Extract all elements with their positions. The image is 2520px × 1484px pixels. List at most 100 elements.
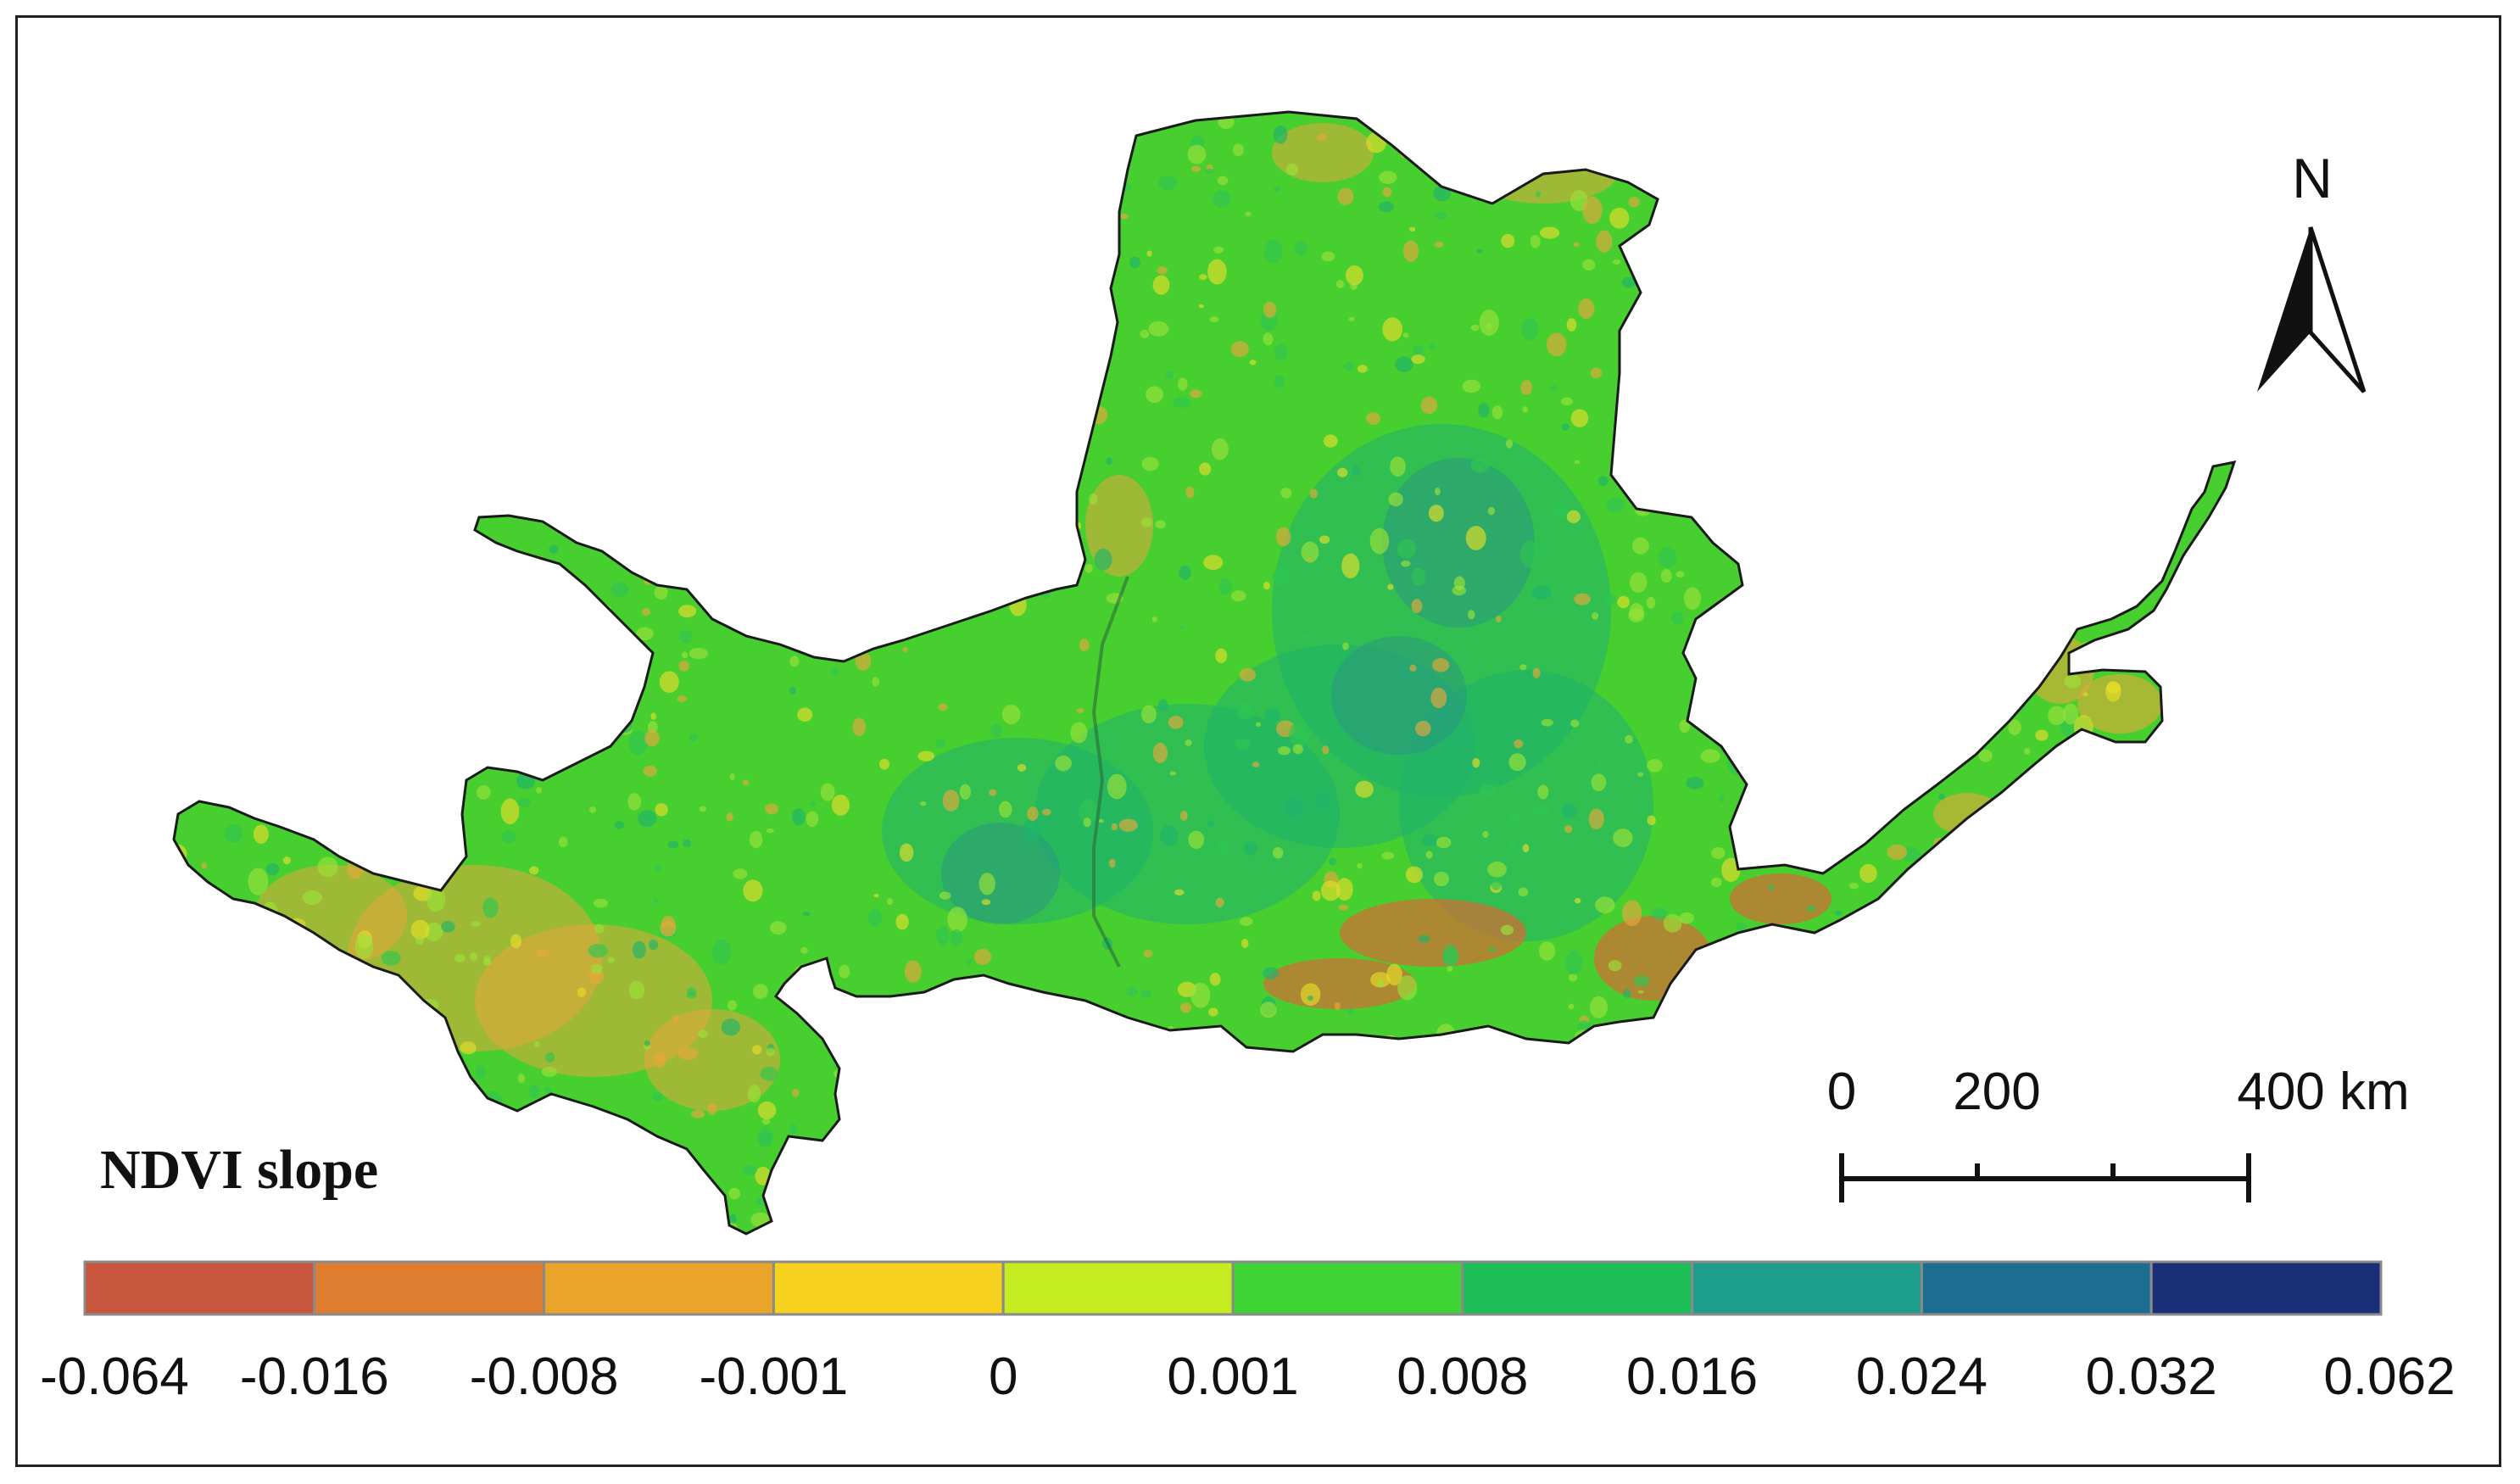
trend-patch [1230,590,1246,602]
trend-patch [895,913,909,930]
trend-patch [585,628,594,638]
trend-patch [2004,1195,2021,1217]
trend-patch [1508,810,1519,824]
trend-patch [685,494,703,510]
trend-patch [1530,235,1541,248]
trend-patch [1503,1165,1510,1174]
trend-patch [525,656,541,671]
trend-patch [802,911,811,917]
trend-patch [1106,1146,1112,1153]
trend-patch [1098,818,1104,823]
trend-patch [734,142,751,163]
legend-bin-0 [83,1260,316,1316]
trend-patch [1423,1108,1432,1117]
trend-patch [2199,112,2207,121]
trend-patch [1437,889,1444,898]
trend-patch [1940,671,1958,689]
trend-patch [683,529,700,540]
trend-patch [605,712,619,729]
trend-patch [1003,293,1016,302]
trend-patch [2049,1011,2056,1016]
trend-patch [895,1107,913,1121]
trend-patch [1949,530,1966,544]
trend-patch [342,578,348,586]
trend-patch [233,709,248,724]
trend-patch [359,645,377,667]
trend-patch [1299,1106,1308,1117]
trend-patch [464,715,484,741]
trend-patch [855,1155,867,1162]
trend-patch [1637,772,1644,777]
trend-patch [343,243,360,254]
trend-patch [281,393,294,407]
trend-patch [935,926,950,946]
trend-patch [833,410,841,418]
trend-patch [2156,517,2173,535]
trend-patch [381,788,394,803]
trend-patch [1446,1128,1461,1143]
trend-patch [698,1029,708,1038]
trend-patch [1152,742,1168,763]
trend-patch [1732,683,1752,699]
trend-patch [1453,576,1465,591]
trend-patch [1802,1225,1809,1232]
trend-patch [1742,756,1760,769]
trend-patch [1564,951,1583,975]
trend-patch [1658,546,1677,569]
trend-patch [1456,734,1471,744]
trend-patch [902,1213,920,1234]
trend-patch [223,667,236,675]
legend-tick-label: 0.001 [1167,1347,1299,1406]
trend-patch [526,464,536,472]
trend-patch [654,584,668,600]
trend-patch [1709,1162,1717,1169]
trend-patch [1710,877,1722,888]
trend-patch [780,552,794,562]
trend-patch [986,165,993,174]
trend-patch [1719,794,1725,802]
trend-patch [1436,836,1452,849]
trend-patch [1430,1160,1446,1180]
trend-patch [767,828,774,834]
trend-patch [225,351,245,372]
trend-patch [990,723,1003,738]
trend-patch [2026,620,2043,642]
trend-patch [938,703,948,711]
trend-patch [776,211,784,222]
trend-patch [420,774,438,794]
trend-patch [2036,536,2044,543]
trend-patch [1906,198,1912,205]
trend-patch [1999,921,2006,928]
trend-patch [628,730,648,756]
north-label: N [2292,147,2333,209]
trend-patch [1260,1001,1277,1018]
trend-patch [469,951,478,962]
trend-patch [1721,857,1741,882]
trend-patch [1340,899,1526,967]
trend-patch [810,553,819,563]
trend-patch [1409,664,1417,672]
trend-patch [1023,348,1043,365]
trend-patch [1218,577,1232,595]
trend-patch [2075,361,2082,369]
trend-patch [2177,603,2196,619]
trend-patch [1561,423,1569,431]
trend-patch [1435,211,1447,220]
trend-patch [1770,319,1786,338]
trend-patch [2010,963,2018,970]
trend-patch [2213,586,2219,594]
trend-patch [711,315,727,327]
trend-patch [1199,462,1212,476]
trend-patch [1420,396,1438,415]
trend-patch [1441,949,1459,967]
trend-patch [1055,755,1072,772]
trend-patch [908,292,917,303]
trend-patch [683,559,697,568]
trend-patch [2149,938,2158,944]
trend-patch [410,600,415,607]
trend-patch [2049,294,2060,303]
trend-patch [1569,973,1578,982]
trend-patch [534,319,544,332]
trend-patch [1366,131,1387,153]
trend-patch [753,112,766,116]
